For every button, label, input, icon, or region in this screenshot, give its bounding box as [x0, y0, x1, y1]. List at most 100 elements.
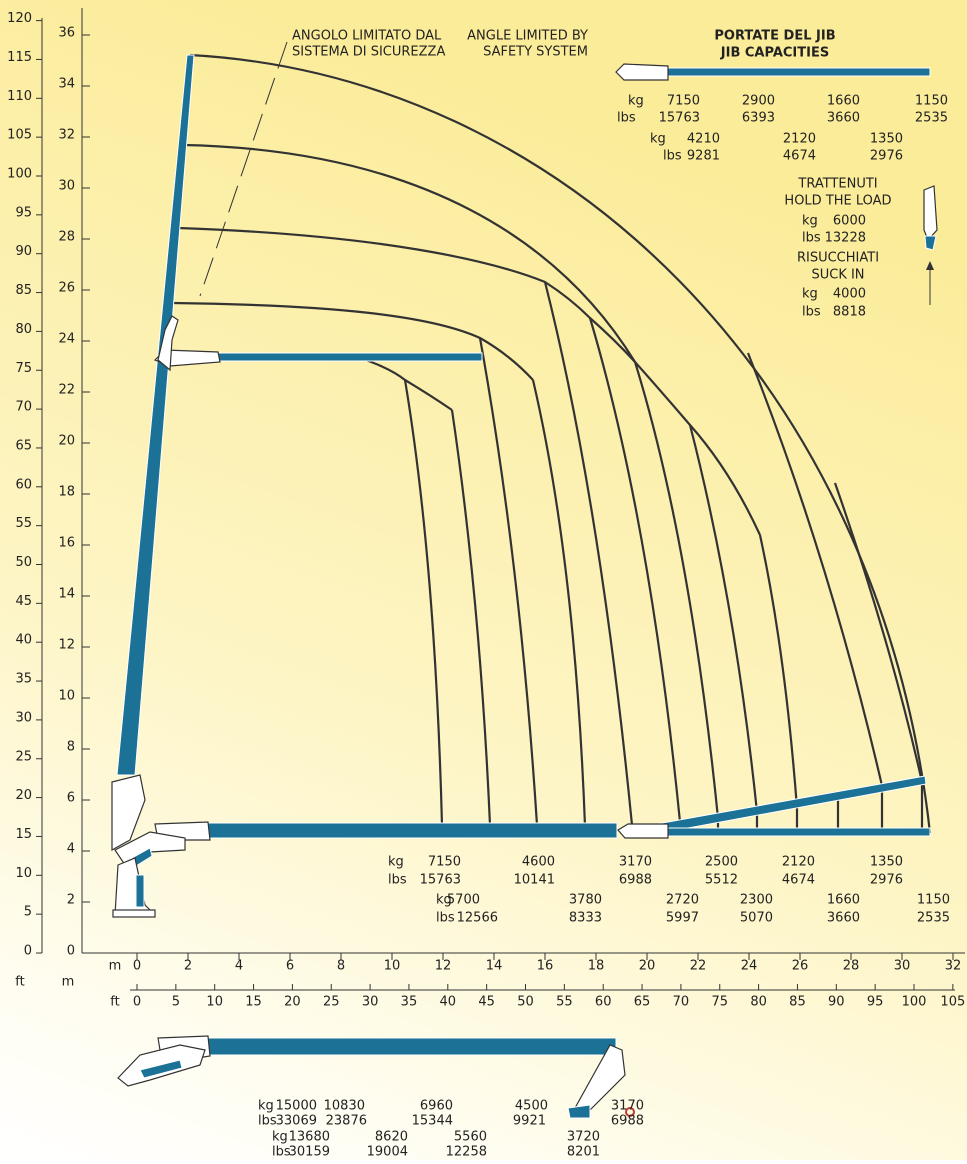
- tick-label: 120: [7, 11, 32, 26]
- capacity-value: 5070: [740, 911, 773, 926]
- annotation: ANGOLO LIMITATO DAL: [292, 29, 442, 44]
- capacity-value: 5700: [447, 893, 480, 908]
- capacity-value: 1350: [870, 132, 903, 147]
- unit-label: lbs: [272, 1145, 291, 1160]
- annotation: ANGLE LIMITED BY: [467, 29, 588, 44]
- capacity-value: 2120: [782, 855, 815, 870]
- capacity-value: 10141: [514, 873, 555, 888]
- tick-label: 35: [401, 995, 418, 1010]
- hold-label: HOLD THE LOAD: [784, 194, 891, 209]
- tick-label: 90: [15, 244, 32, 259]
- unit-label: lbs: [663, 149, 682, 164]
- tick-label: 55: [15, 516, 32, 531]
- tick-label: 50: [517, 995, 534, 1010]
- tick-label: 30: [894, 959, 911, 974]
- tick-label: 85: [15, 283, 32, 298]
- tick-label: 26: [792, 959, 809, 974]
- capacity-value: 8620: [375, 1130, 408, 1145]
- capacity-value: 5560: [454, 1130, 487, 1145]
- tick-label: 28: [843, 959, 860, 974]
- capacity-value: 6960: [420, 1099, 453, 1114]
- tick-label: 70: [673, 995, 690, 1010]
- annotation: SAFETY SYSTEM: [483, 45, 588, 60]
- capacity-value: 15344: [412, 1114, 453, 1129]
- capacity-value: 8333: [569, 911, 602, 926]
- tick-label: 28: [58, 230, 75, 245]
- tick-label: 95: [15, 205, 32, 220]
- capacity-value: 2300: [740, 893, 773, 908]
- axis-unit: m: [109, 959, 122, 974]
- capacity-value: 7150: [667, 94, 700, 109]
- tick-label: 26: [58, 281, 75, 296]
- unit-label: lbs: [802, 231, 821, 246]
- tick-label: 20: [639, 959, 656, 974]
- capacity-value: 3170: [611, 1099, 644, 1114]
- unit-label: kg: [802, 214, 818, 229]
- capacity-value: 8818: [833, 305, 866, 320]
- unit-label: kg: [628, 94, 644, 109]
- capacity-value: 4674: [782, 873, 815, 888]
- angle-limit-line: [199, 41, 288, 297]
- unit-label: kg: [436, 893, 452, 908]
- tick-label: 20: [58, 434, 75, 449]
- tick-label: 45: [478, 995, 495, 1010]
- annotation: SISTEMA DI SICUREZZA: [292, 45, 445, 60]
- tick-label: 2: [184, 959, 192, 974]
- tick-label: 25: [15, 749, 32, 764]
- tick-label: 25: [323, 995, 340, 1010]
- tick-label: 0: [133, 959, 141, 974]
- capacity-value: 15763: [420, 873, 461, 888]
- tick-label: 95: [867, 995, 884, 1010]
- tick-label: 18: [58, 485, 75, 500]
- tick-label: 75: [15, 361, 32, 376]
- capacity-value: 1660: [827, 94, 860, 109]
- capacity-value: 4500: [515, 1099, 548, 1114]
- crane: [111, 54, 938, 1119]
- capacity-value: 3660: [827, 911, 860, 926]
- capacity-value: 7150: [428, 855, 461, 870]
- capacity-value: 4210: [687, 132, 720, 147]
- tick-label: 30: [58, 179, 75, 194]
- capacity-value: 12258: [446, 1145, 487, 1160]
- unit-label: kg: [258, 1099, 274, 1114]
- tick-label: 80: [750, 995, 767, 1010]
- tick-label: 22: [58, 383, 75, 398]
- capacity-value: 3170: [619, 855, 652, 870]
- tick-label: 90: [828, 995, 845, 1010]
- tick-label: 60: [595, 995, 612, 1010]
- axis-unit: m: [62, 975, 75, 990]
- capacity-value: 2535: [917, 911, 950, 926]
- tick-label: 0: [67, 944, 75, 959]
- capacity-value: 6988: [619, 873, 652, 888]
- tick-label: 100: [902, 995, 927, 1010]
- capacity-value: 33069: [276, 1114, 317, 1129]
- tick-label: 20: [15, 788, 32, 803]
- tick-label: 18: [588, 959, 605, 974]
- tick-label: 80: [15, 322, 32, 337]
- capacity-value: 2120: [783, 132, 816, 147]
- capacity-value: 5512: [705, 873, 738, 888]
- capacity-value: 4600: [522, 855, 555, 870]
- capacity-value: 5997: [666, 911, 699, 926]
- capacity-value: 2500: [705, 855, 738, 870]
- suck-label: RISUCCHIATI: [797, 251, 879, 266]
- suck-label: SUCK IN: [811, 268, 864, 283]
- tick-label: 0: [133, 995, 141, 1010]
- capacity-value: 3660: [827, 111, 860, 126]
- tick-label: 110: [7, 89, 32, 104]
- jib-title: PORTATE DEL JIB: [714, 29, 835, 44]
- capacity-value: 13228: [825, 231, 866, 246]
- tick-label: 15: [245, 995, 262, 1010]
- capacity-value: 2720: [666, 893, 699, 908]
- axis-unit: ft: [110, 995, 119, 1010]
- tick-label: 65: [15, 438, 32, 453]
- unit-label: kg: [650, 132, 666, 147]
- capacity-value: 9921: [513, 1114, 546, 1129]
- tick-label: 75: [711, 995, 728, 1010]
- tick-label: 0: [24, 944, 32, 959]
- tick-label: 20: [284, 995, 301, 1010]
- tick-label: 34: [58, 77, 75, 92]
- load-curves: [171, 53, 932, 834]
- tick-label: 36: [58, 26, 75, 41]
- tick-label: 10: [384, 959, 401, 974]
